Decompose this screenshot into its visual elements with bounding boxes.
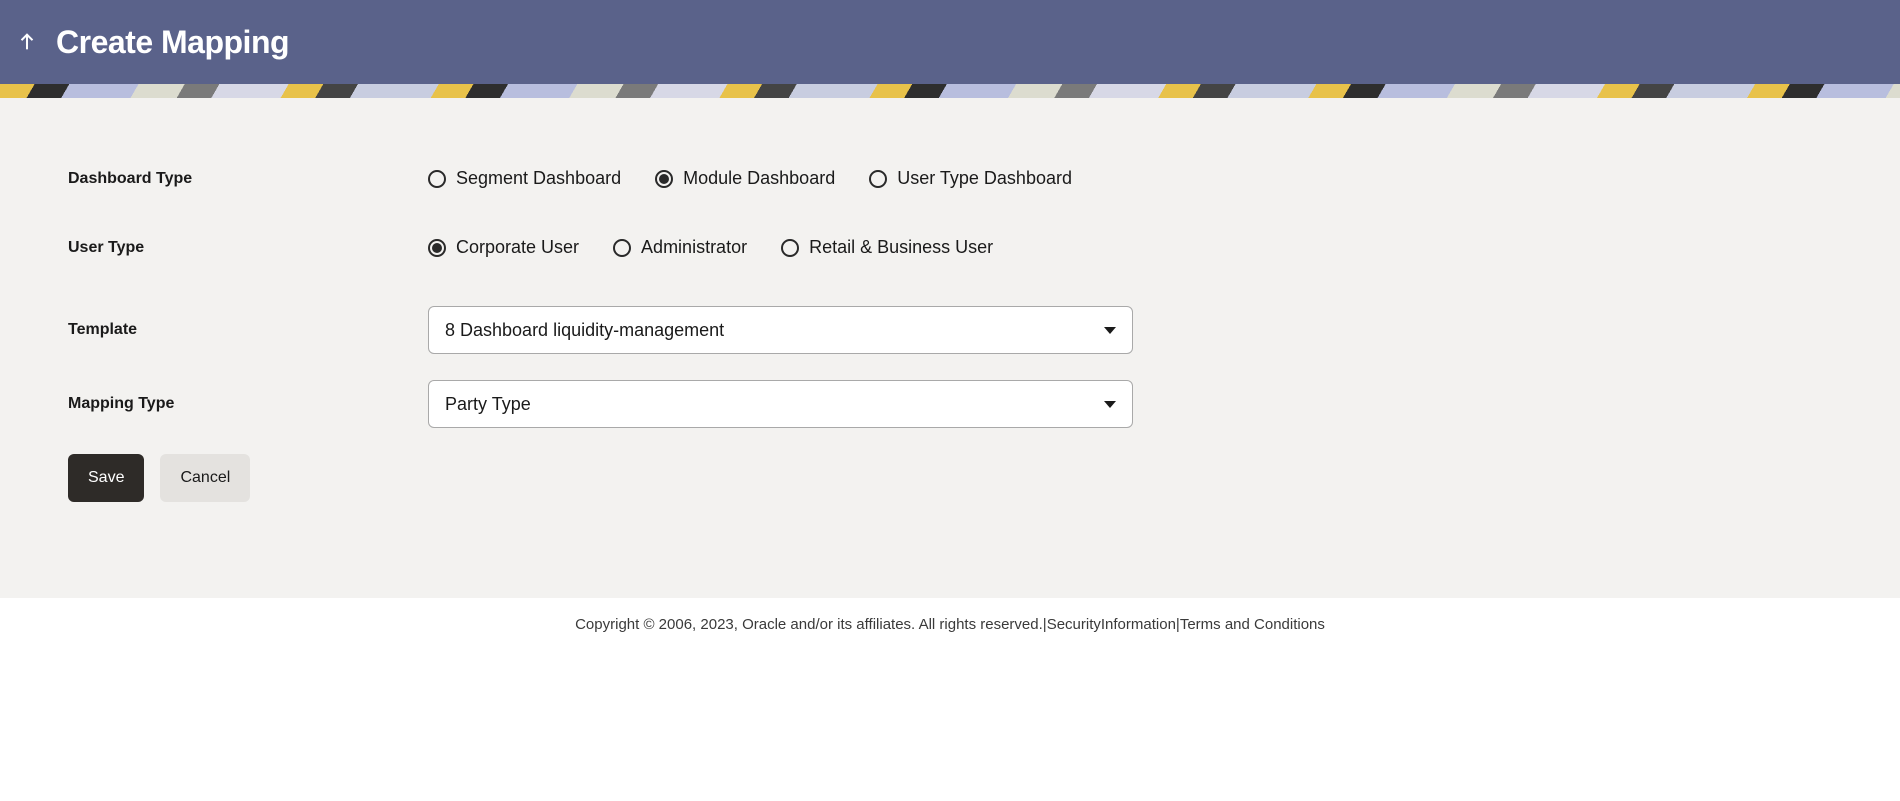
radio-icon <box>781 239 799 257</box>
select-mapping-type[interactable]: Party Type <box>428 380 1133 428</box>
row-user-type: User Type Corporate User Administrator R… <box>68 237 1832 258</box>
radio-icon <box>869 170 887 188</box>
decorative-banner <box>0 84 1900 98</box>
footer-terms-link[interactable]: Terms and Conditions <box>1180 616 1325 633</box>
label-dashboard-type: Dashboard Type <box>68 170 428 188</box>
radio-label: Administrator <box>641 237 747 258</box>
select-value: 8 Dashboard liquidity-management <box>445 320 724 341</box>
footer-security-link[interactable]: SecurityInformation <box>1047 616 1176 633</box>
form-content: Dashboard Type Segment Dashboard Module … <box>0 98 1900 598</box>
radio-label: Module Dashboard <box>683 168 835 189</box>
label-mapping-type: Mapping Type <box>68 395 428 413</box>
cancel-button[interactable]: Cancel <box>160 454 250 502</box>
radio-retail-business-user[interactable]: Retail & Business User <box>781 237 993 258</box>
footer-copyright: Copyright © 2006, 2023, Oracle and/or it… <box>575 616 1043 633</box>
page-footer: Copyright © 2006, 2023, Oracle and/or it… <box>0 598 1900 651</box>
radio-label: User Type Dashboard <box>897 168 1072 189</box>
radio-label: Retail & Business User <box>809 237 993 258</box>
radio-segment-dashboard[interactable]: Segment Dashboard <box>428 168 621 189</box>
select-value: Party Type <box>445 394 531 415</box>
radio-icon <box>613 239 631 257</box>
page-title: Create Mapping <box>56 24 289 61</box>
radio-corporate-user[interactable]: Corporate User <box>428 237 579 258</box>
label-user-type: User Type <box>68 239 428 257</box>
row-template: Template 8 Dashboard liquidity-managemen… <box>68 306 1832 354</box>
radio-user-type-dashboard[interactable]: User Type Dashboard <box>869 168 1072 189</box>
select-template[interactable]: 8 Dashboard liquidity-management <box>428 306 1133 354</box>
radio-icon <box>428 239 446 257</box>
chevron-down-icon <box>1104 327 1116 334</box>
radio-icon <box>428 170 446 188</box>
row-mapping-type: Mapping Type Party Type <box>68 380 1832 428</box>
row-dashboard-type: Dashboard Type Segment Dashboard Module … <box>68 168 1832 189</box>
save-button[interactable]: Save <box>68 454 144 502</box>
radio-label: Corporate User <box>456 237 579 258</box>
label-template: Template <box>68 321 428 339</box>
radio-group-dashboard-type: Segment Dashboard Module Dashboard User … <box>428 168 1072 189</box>
radio-group-user-type: Corporate User Administrator Retail & Bu… <box>428 237 993 258</box>
page-header: Create Mapping <box>0 0 1900 84</box>
radio-module-dashboard[interactable]: Module Dashboard <box>655 168 835 189</box>
radio-administrator[interactable]: Administrator <box>613 237 747 258</box>
radio-icon <box>655 170 673 188</box>
button-row: Save Cancel <box>68 454 1832 502</box>
back-arrow-icon[interactable] <box>16 31 38 53</box>
chevron-down-icon <box>1104 401 1116 408</box>
radio-label: Segment Dashboard <box>456 168 621 189</box>
